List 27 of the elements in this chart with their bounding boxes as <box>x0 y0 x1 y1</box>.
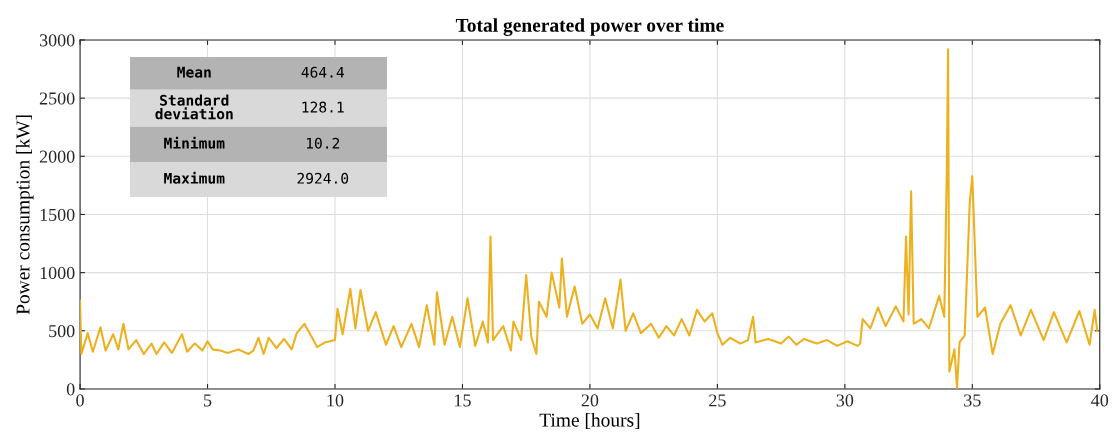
x-tick-label: 20 <box>581 394 599 407</box>
y-tick-label: 3000 <box>39 34 75 47</box>
annotation: Maximum <box>164 171 225 184</box>
annotation: 464.4 <box>301 66 345 78</box>
annotation: 2924.0 <box>297 172 349 184</box>
x-tick-label: 5 <box>204 394 212 407</box>
y-tick-label: 2000 <box>39 150 75 163</box>
y-tick-label: 2500 <box>39 92 75 105</box>
annotation: Mean <box>177 66 211 78</box>
y-tick-label: 500 <box>49 325 75 338</box>
x-tick-label: 10 <box>327 394 344 407</box>
annotation: Minimum <box>164 136 225 149</box>
y-axis-title: Power consumption [kW] <box>15 115 34 315</box>
x-tick-label: 0 <box>76 394 84 407</box>
y-tick-label: 1000 <box>40 266 75 280</box>
y-tick-label: 0 <box>66 383 75 396</box>
y-tick-label: 1500 <box>40 208 75 221</box>
x-tick-label: 25 <box>709 394 726 407</box>
annotation: 128.1 <box>302 101 344 113</box>
x-tick-label: 35 <box>964 394 981 407</box>
x-axis-title: Time [hours] <box>539 412 640 430</box>
annotation: 10.2 <box>306 137 340 149</box>
annotation: Standard deviation <box>155 94 233 120</box>
x-tick-label: 30 <box>836 394 854 407</box>
x-tick-label: 15 <box>455 394 471 407</box>
chart-title: Total generated power over time <box>455 18 724 36</box>
x-tick-label: 40 <box>1091 394 1109 407</box>
